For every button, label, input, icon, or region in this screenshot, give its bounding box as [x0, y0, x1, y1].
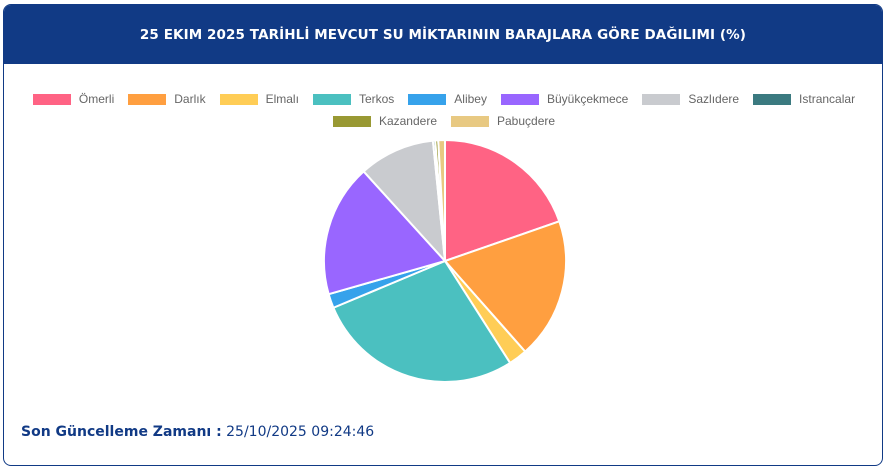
legend-swatch [312, 93, 351, 105]
pie-slice-darlik[interactable] [443, 220, 567, 354]
chart-title: 25 EKIM 2025 TARİHLİ MEVCUT SU MİKTARINI… [139, 26, 747, 43]
legend-label: Alibey [454, 92, 487, 106]
legend-item-sazlidere[interactable]: Sazlıdere [642, 92, 739, 106]
legend-row-1: Ömerli Darlık Elmalı Terkos Alibey Büyükçekme… [0, 92, 888, 106]
pie-slice-sazlidere[interactable] [362, 139, 447, 264]
legend-item-omerli[interactable]: Ömerli [32, 92, 115, 106]
last-updated: Son Güncelleme Zamanı : 25/10/2025 09:24… [21, 424, 374, 440]
legend-label: Elmalı [265, 92, 299, 106]
legend-item-buyukcekmece[interactable]: Büyükçekmece [500, 92, 629, 106]
legend-label: Kazandere [378, 114, 437, 128]
legend-label: Terkos [358, 92, 395, 106]
legend-row-2: Kazandere Pabuçdere [0, 114, 888, 128]
legend-item-alibey[interactable]: Alibey [408, 92, 487, 106]
last-updated-label: Son Güncelleme Zamanı : [21, 424, 222, 440]
chart-card: 25 EKIM 2025 TARİHLİ MEVCUT SU MİKTARINI… [3, 4, 883, 466]
legend-swatch [451, 115, 489, 127]
legend-label: Pabuçdere [497, 114, 556, 128]
legend-swatch [219, 93, 258, 105]
pie-slice-terkos[interactable] [332, 259, 512, 383]
legend-swatch [32, 93, 71, 105]
legend-item-elmali[interactable]: Elmalı [219, 92, 299, 106]
legend-swatch [500, 93, 539, 105]
legend-swatch [408, 93, 447, 105]
pie-slice-pabucdere[interactable] [437, 138, 446, 262]
legend-item-pabucdere[interactable]: Pabuçdere [451, 114, 555, 128]
legend-item-istrancalar[interactable]: Istrancalar [753, 92, 855, 106]
legend-label: Büyükçekmece [546, 92, 629, 106]
legend-swatch [332, 115, 371, 127]
legend-label: Ömerli [78, 92, 115, 106]
legend-item-darlik[interactable]: Darlık [128, 92, 206, 106]
legend-item-terkos[interactable]: Terkos [312, 92, 395, 106]
legend-label: Darlık [174, 92, 206, 106]
legend-label: Sazlıdere [688, 92, 740, 106]
chart-header: 25 EKIM 2025 TARİHLİ MEVCUT SU MİKTARINI… [4, 5, 882, 64]
legend-swatch [753, 93, 792, 105]
legend-label: Istrancalar [799, 92, 856, 106]
legend-swatch [642, 93, 681, 105]
legend-item-kazandere[interactable]: Kazandere [332, 114, 437, 128]
pie-slice-buyukcekmece[interactable] [323, 169, 447, 296]
last-updated-value: 25/10/2025 09:24:46 [226, 424, 375, 440]
legend-swatch [128, 93, 167, 105]
